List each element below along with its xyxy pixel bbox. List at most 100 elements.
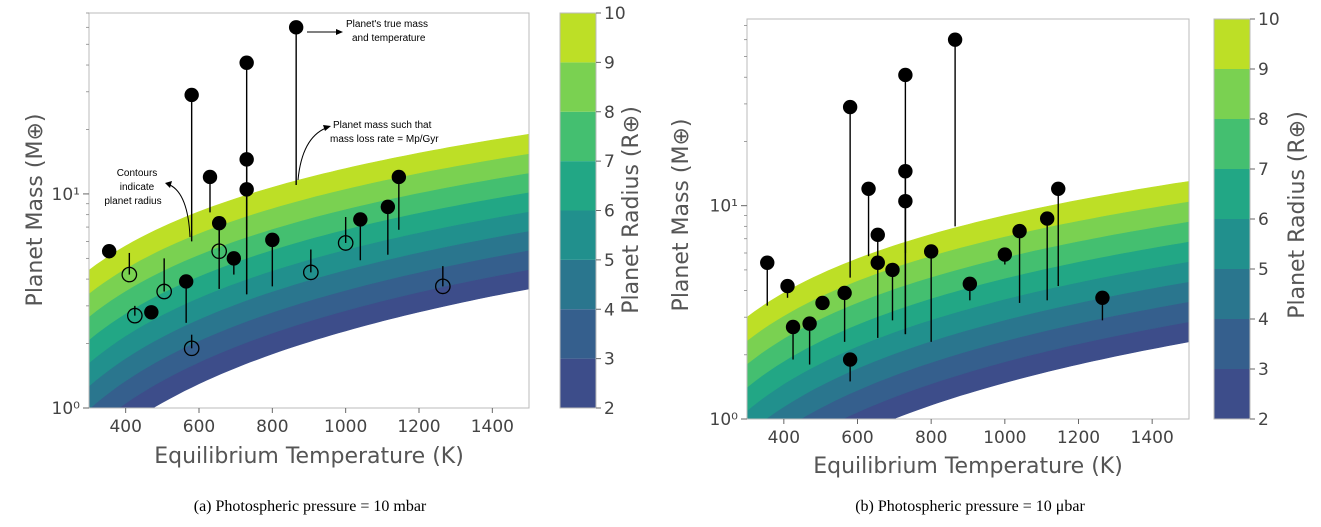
annotation-contours-line-3: planet radius (104, 196, 161, 207)
annotation-contours-line-1: Contours (117, 168, 158, 179)
x-ticks: 400 600 800 1000 1200 1400 (109, 408, 514, 437)
planet-point (1095, 290, 1110, 305)
y-axis-label: Planet Mass (M⊕) (23, 114, 48, 307)
colorbar-tick-label: 10 (1258, 10, 1280, 30)
planet-point (785, 319, 801, 335)
annotation-loss-rate-line-1: Planet mass such that (333, 120, 432, 131)
colorbar-tick-label: 5 (1258, 260, 1269, 280)
planet-point (1039, 211, 1055, 226)
planet-point (226, 251, 242, 266)
colorbar-segment (1214, 69, 1250, 119)
annotation-true-mass: Planet's true mass and temperature (307, 19, 428, 44)
y-ticks: 10⁰ 10¹ (710, 24, 747, 430)
contour-band-9-10 (89, 133, 529, 294)
planet-point (898, 193, 913, 209)
colorbar-tick-label: 4 (1258, 310, 1269, 330)
colorbar-segment (560, 309, 596, 359)
colorbar-label: Planet Radius (R⊕) (619, 106, 644, 314)
x-tick-label: 800 (256, 417, 288, 437)
planet-point (898, 164, 913, 179)
planet-point (802, 316, 817, 331)
annotation-contours: Contours indicate planet radius (104, 168, 191, 238)
colorbar-tick-label: 7 (1258, 160, 1269, 180)
colorbar-segment (560, 13, 596, 63)
planet-point (288, 20, 304, 35)
colorbar-segment (560, 358, 596, 408)
colorbar-label: Planet Radius (R⊕) (1285, 111, 1310, 319)
planet-point (842, 352, 858, 367)
chart-b: 400 600 800 1000 1200 1400 10⁰ 10¹ Equilibrium… (669, 10, 1310, 479)
colorbar-segment (560, 210, 596, 260)
colorbar-tick-label: 3 (604, 350, 615, 370)
x-tick-label: 1000 (324, 417, 367, 437)
planet-point-open (211, 243, 228, 260)
planet-point (202, 169, 218, 185)
colorbar-segment (560, 62, 596, 112)
colorbar-tick-label: 6 (1258, 210, 1269, 230)
planet-point (239, 182, 254, 197)
data-points (760, 32, 1110, 382)
y-tick-label: 10⁰ (710, 410, 739, 430)
x-axis-label: Equilibrium Temperature (K) (154, 444, 464, 469)
chart-a: 400 600 800 1000 1200 1400 10⁰ 10¹ Equilibrium… (23, 4, 644, 469)
planet-point-open (121, 266, 138, 283)
planet-point (870, 255, 885, 270)
caption-b: (b) Photospheric pressure = 10 μbar (855, 498, 1085, 515)
contour-bands (89, 133, 529, 408)
colorbar-tick-label: 5 (604, 251, 615, 271)
planet-point (962, 276, 978, 292)
planet-point (870, 227, 885, 243)
planet-point (997, 247, 1013, 262)
y-tick-label: 10⁰ (52, 399, 81, 419)
colorbar-segment (560, 259, 596, 310)
planet-point (178, 274, 194, 289)
colorbar-segment (1214, 219, 1250, 269)
planet-point-open (337, 235, 354, 251)
annotation-contours-line-2: indicate (120, 182, 155, 193)
colorbar-segment (1214, 369, 1250, 419)
x-tick-label: 1200 (397, 417, 440, 437)
x-tick-label: 600 (841, 428, 873, 448)
x-tick-label: 1400 (471, 417, 514, 437)
colorbar-tick-label: 4 (604, 300, 615, 320)
planet-point (239, 55, 254, 70)
planet-point (885, 262, 900, 278)
planet-point-open (156, 283, 173, 300)
x-axis-label: Equilibrium Temperature (K) (813, 454, 1123, 479)
annotation-loss-rate-line-2: mass loss rate = Mp/Gyr (330, 134, 439, 145)
x-tick-label: 1400 (1131, 428, 1174, 448)
colorbar-segment (1214, 119, 1250, 169)
planet-point (1051, 181, 1066, 196)
x-tick-label: 400 (109, 417, 141, 437)
y-ticks: 10⁰ 10¹ (52, 12, 89, 419)
annotation-true-mass-line-2: and temperature (352, 33, 426, 44)
colorbar-segment (560, 111, 596, 162)
planet-point (265, 232, 280, 248)
colorbar-tick-label: 10 (604, 4, 626, 24)
colorbar-segment (560, 161, 596, 211)
planet-point (380, 199, 396, 215)
data-points (101, 20, 451, 357)
colorbar-tick-label: 8 (1258, 110, 1269, 130)
x-tick-label: 800 (915, 428, 947, 448)
colorbar: 2 3 4 5 6 7 8 9 10 (1213, 10, 1280, 430)
colorbar-segment (1214, 19, 1250, 69)
x-tick-label: 1200 (1057, 428, 1100, 448)
colorbar: 2 3 4 5 6 7 8 9 10 (559, 4, 626, 419)
colorbar-tick-label: 2 (1258, 410, 1269, 430)
planet-point (947, 32, 963, 47)
y-tick-label: 10¹ (52, 185, 80, 205)
panel-a: 400 600 800 1000 1200 1400 10⁰ 10¹ Equilibrium… (0, 0, 660, 527)
x-tick-label: 400 (768, 428, 800, 448)
colorbar-segment (1214, 169, 1250, 219)
planet-point-open (302, 264, 319, 281)
planet-point (760, 255, 775, 270)
planet-point (353, 212, 368, 227)
caption-a: (a) Photospheric pressure = 10 mbar (193, 498, 427, 515)
plot-frame (746, 18, 1190, 420)
panel-b: 400 600 800 1000 1200 1400 10⁰ 10¹ Equilibrium… (660, 0, 1321, 527)
colorbar-tick-label: 6 (604, 202, 615, 222)
planet-point (780, 278, 795, 294)
colorbar-segment (1214, 269, 1250, 319)
x-ticks: 400 600 800 1000 1200 1400 (768, 419, 1174, 448)
